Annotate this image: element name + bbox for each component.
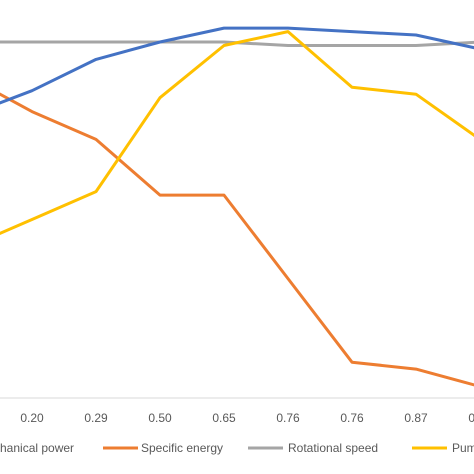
series-line-pump-flow <box>0 30 474 236</box>
x-tick-label: 0.29 <box>84 411 108 425</box>
x-tick-label: 0.65 <box>212 411 236 425</box>
legend-label: hanical power <box>0 441 74 455</box>
series-line-mechanical-power <box>0 26 474 105</box>
x-tick-labels: 0.20 0.29 0.50 0.65 0.76 0.76 0.87 0.91 <box>20 411 474 425</box>
x-tick-label: 0.76 <box>340 411 364 425</box>
legend-label: Rotational speed <box>288 441 378 455</box>
x-tick-label: 0.87 <box>404 411 428 425</box>
x-tick-label: 0.91 <box>468 411 474 425</box>
x-tick-label: 0.20 <box>20 411 44 425</box>
series-line-rotational-speed <box>0 40 474 47</box>
series-line-specific-energy <box>0 92 474 387</box>
series-layer <box>0 26 474 387</box>
legend-label: Pum <box>452 441 474 455</box>
x-tick-label: 0.50 <box>148 411 172 425</box>
legend-label: Specific energy <box>141 441 223 455</box>
x-tick-label: 0.76 <box>276 411 300 425</box>
legend: hanical power Specific energy Rotational s… <box>0 441 474 455</box>
